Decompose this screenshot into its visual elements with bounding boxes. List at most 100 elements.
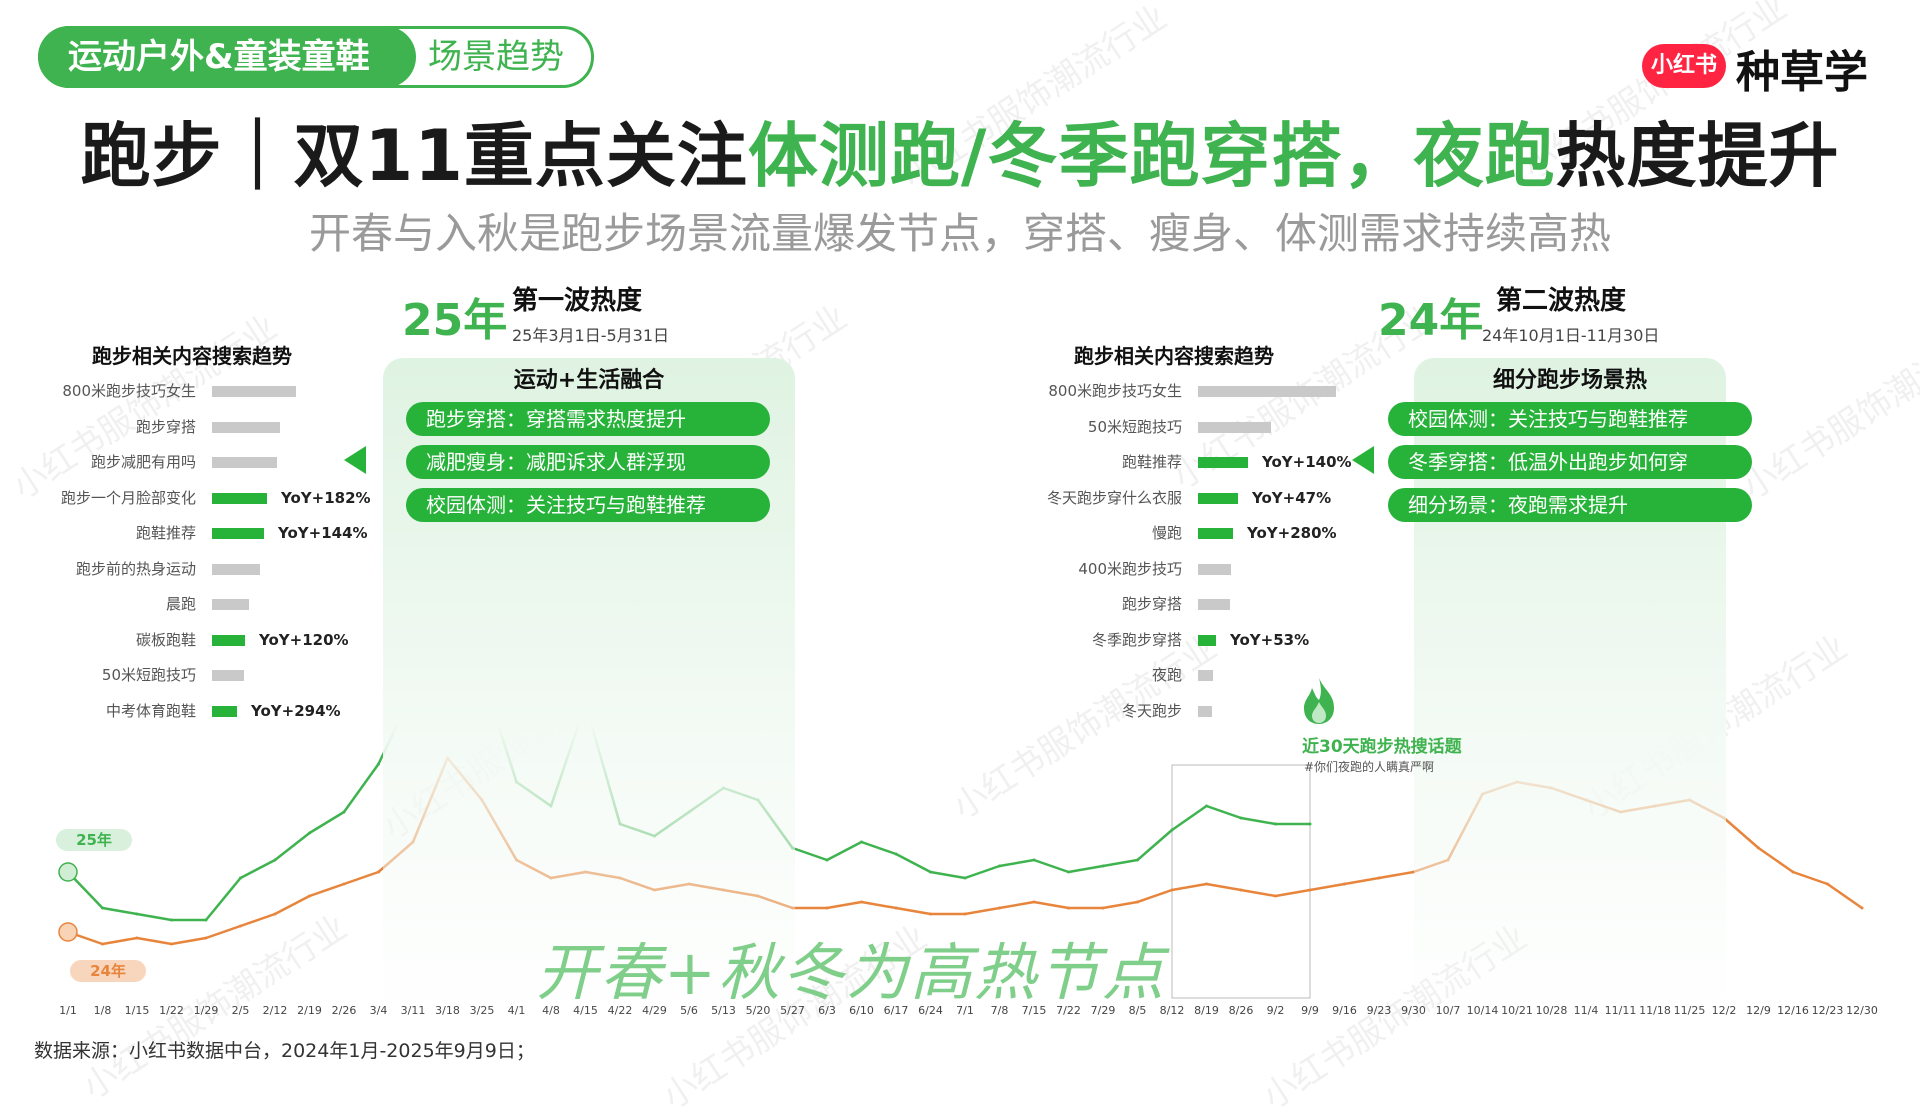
x-tick-label: 3/4: [370, 1004, 388, 1017]
data-point: [1205, 804, 1208, 808]
data-point: [1101, 864, 1105, 868]
bar-label: 跑步穿搭: [1121, 595, 1182, 613]
bar: [1198, 386, 1336, 397]
annotation-text: 开春+秋冬为高热节点: [536, 936, 1166, 1009]
bar: [1198, 421, 1271, 433]
page-subtitle: 开春与入秋是跑步场景流量爆发节点，穿搭、瘦身、体测需求持续高热: [308, 209, 1611, 258]
x-tick-label: 2/19: [297, 1004, 322, 1017]
bar: [212, 528, 264, 539]
wave1-box-title: 运动+生活融合: [513, 368, 665, 393]
data-point: [204, 936, 208, 940]
data-point: [170, 918, 173, 922]
bar-label: 跑步前的热身运动: [75, 559, 196, 578]
x-tick-label: 2/12: [263, 1004, 288, 1017]
bar-label: 跑步一个月脸部变化: [60, 488, 196, 507]
x-tick-label: 6/3: [818, 1004, 836, 1017]
yoy-label: YoY+144%: [278, 524, 368, 542]
data-point: [1343, 882, 1346, 886]
bar-row: 50米短跑技巧: [0, 664, 380, 686]
category-tag-main: 运动户外&童装童鞋: [38, 26, 416, 88]
bar-row: 冬天跑步: [1000, 700, 1380, 722]
bar-row: 50米短跑技巧: [1000, 416, 1380, 438]
data-point: [998, 864, 1001, 868]
bar-label: 跑步穿搭: [135, 417, 196, 436]
wave1-name: 第一波热度: [512, 286, 643, 316]
data-point: [1032, 900, 1036, 904]
x-tick-label: 1/15: [125, 1004, 150, 1017]
data-point: [860, 840, 863, 844]
bar-row: 跑步前的热身运动: [0, 558, 380, 580]
yoy-label: YoY+140%: [1262, 453, 1352, 471]
bar: [212, 670, 244, 681]
insight-pill: 跑步穿搭：穿搭需求热度提升: [406, 402, 770, 436]
bar-row: 800米跑步技巧女生: [1000, 380, 1380, 402]
bar: [212, 386, 296, 397]
data-point: [1136, 858, 1139, 862]
data-point: [1067, 870, 1070, 874]
data-point: [963, 912, 967, 916]
x-tick-label: 2/26: [332, 1004, 357, 1017]
bar-label: 中考体育跑鞋: [105, 701, 196, 720]
data-point: [342, 882, 346, 886]
x-tick-label: 8/26: [1229, 1004, 1254, 1017]
data-point: [1274, 822, 1277, 826]
bar: [1198, 599, 1230, 610]
bar: [1198, 634, 1216, 646]
data-point: [1136, 900, 1139, 904]
wave2-name: 第二波热度: [1496, 286, 1627, 316]
data-point: [377, 762, 380, 766]
wave1-pill-list: 跑步穿搭：穿搭需求热度提升 减肥瘦身：减肥诉求人群浮现 校园体测：关注技巧与跑鞋推荐: [406, 402, 770, 532]
wave2-year: 24年: [1378, 295, 1484, 346]
data-point: [170, 942, 173, 946]
wave2-marker: [1352, 446, 1374, 474]
bar-label: 50米短跑技巧: [1087, 417, 1182, 436]
x-tick-label: 1/22: [159, 1004, 184, 1017]
x-tick-label: 12/16: [1777, 1004, 1809, 1017]
bar: [212, 705, 237, 717]
data-source: 数据来源：小红书数据中台，2024年1月-2025年9月9日；: [34, 1040, 535, 1062]
watermark: 小红书服饰潮流行业: [1735, 307, 1920, 508]
bar-label: 800米跑步技巧女生: [1048, 382, 1182, 400]
bar-row: 跑鞋推荐 YoY+140%: [1000, 451, 1380, 473]
wave2-box-title: 细分跑步场景热: [1492, 368, 1647, 393]
data-point: [894, 852, 898, 856]
bar-label: 50米短跑技巧: [101, 666, 196, 684]
yoy-label: YoY+294%: [251, 701, 341, 720]
bar-row: 晨跑: [0, 593, 380, 615]
x-tick-label: 12/23: [1812, 1004, 1844, 1017]
data-point: [342, 810, 346, 814]
highlight-range: [1171, 764, 1311, 999]
data-point: [1757, 846, 1760, 850]
data-point: [1239, 888, 1243, 892]
hot-topic-title: 近30天跑步热搜话题: [1302, 737, 1462, 757]
bar: [212, 492, 267, 504]
insight-pill: 细分场景：夜跑需求提升: [1388, 488, 1752, 522]
x-tick-label: 6/17: [884, 1004, 909, 1017]
data-point: [998, 906, 1001, 910]
data-point: [1239, 816, 1243, 820]
wave2-panel-title: 跑步相关内容搜索趋势: [1074, 344, 1274, 368]
bar-row: 夜跑: [1000, 664, 1380, 686]
data-point: [1308, 888, 1312, 892]
x-tick-label: 1/29: [194, 1004, 219, 1017]
x-tick-label: 7/22: [1056, 1004, 1081, 1017]
bar-row: 中考体育跑鞋 YoY+294%: [0, 700, 380, 722]
x-tick-label: 1/1: [59, 1004, 77, 1017]
bar-row: 跑步一个月脸部变化 YoY+182%: [0, 487, 380, 509]
insight-pill: 减肥瘦身：减肥诉求人群浮现: [406, 445, 770, 479]
bar: [212, 457, 277, 468]
data-point: [1032, 858, 1036, 862]
bar: [1198, 563, 1231, 575]
x-tick-label: 9/2: [1267, 1004, 1285, 1017]
x-tick-label: 7/15: [1022, 1004, 1047, 1017]
data-point: [929, 912, 932, 916]
yoy-label: YoY+120%: [259, 630, 349, 649]
wave1-date: 25年3月1日-5月31日: [512, 326, 670, 345]
data-point: [308, 894, 311, 898]
bar-label: 跑步减肥有用吗: [90, 453, 196, 471]
series-start-marker: [58, 862, 78, 882]
x-tick-label: 6/24: [918, 1004, 943, 1017]
bar-row: 800米跑步技巧女生: [0, 380, 380, 402]
bar: [212, 563, 260, 575]
bar-label: 夜跑: [1151, 666, 1182, 684]
